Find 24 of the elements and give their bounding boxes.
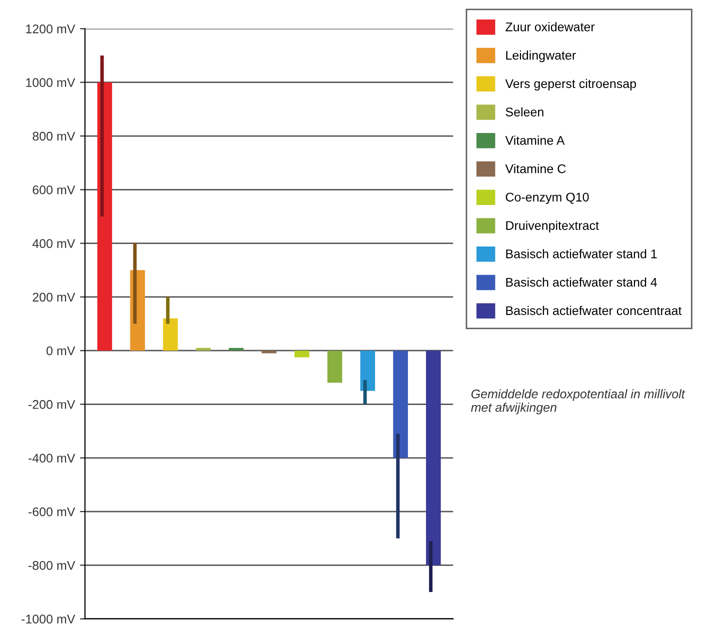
y-tick-label: 200 mV xyxy=(32,292,76,302)
y-tick-label: 1000 mV xyxy=(26,78,76,88)
y-tick-label: -800 mV xyxy=(28,561,76,570)
legend-label: Vitamine C xyxy=(505,164,566,174)
legend-label: Leidingwater xyxy=(506,50,576,62)
y-tick-label: 800 mV xyxy=(32,132,76,141)
legend-label: Zuur oxidewater xyxy=(506,22,595,32)
legend-label: Seleen xyxy=(506,107,544,116)
y-tick-label: -200 mV xyxy=(28,400,76,409)
y-tick-label: 600 mV xyxy=(32,185,76,194)
legend-label: Co-enzym Q10 xyxy=(506,192,589,204)
text: Gemiddelde redoxpotentiaal in millivolt met afwijkingen xyxy=(471,389,686,414)
y-tick-label: -1000 mV xyxy=(22,614,76,624)
y-tick-label: -400 mV xyxy=(28,454,76,463)
y-tick-label: 400 mV xyxy=(32,239,76,248)
legend-label: Druivenpitextract xyxy=(506,220,599,232)
legend-label: Vers geperst citroensap xyxy=(505,78,636,91)
y-tick-label: -600 mV xyxy=(28,507,76,516)
y-tick-label: 0 mV xyxy=(46,346,76,356)
legend-label: Basisch actiefwater stand 1 xyxy=(506,249,657,258)
legend-label: Basisch actiefwater concentraat xyxy=(506,306,682,316)
legend-label: Vitamine A xyxy=(505,136,565,145)
y-tick-label: 1200 mV xyxy=(26,24,76,34)
legend-label: Basisch actiefwater stand 4 xyxy=(506,278,657,287)
